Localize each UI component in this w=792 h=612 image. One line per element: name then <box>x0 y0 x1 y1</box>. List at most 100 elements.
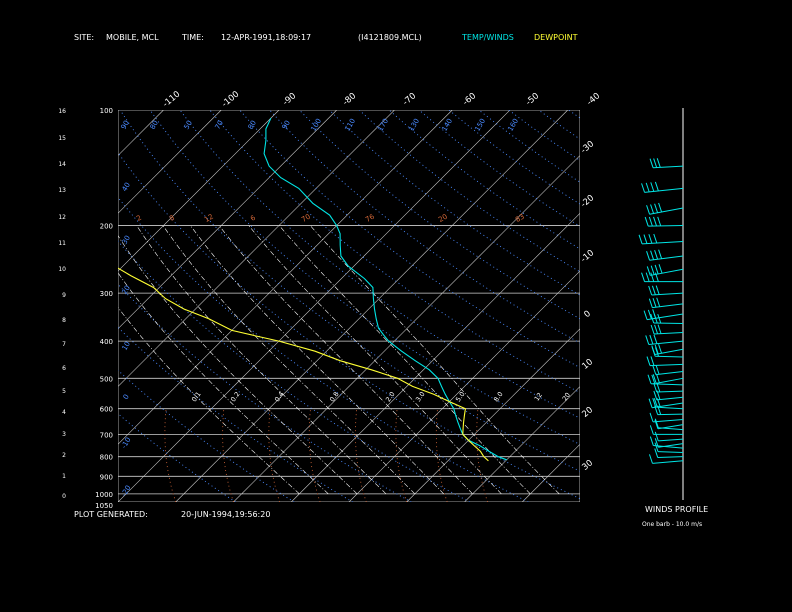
dry-adiabat-label: 80 <box>149 119 160 131</box>
isotherm-line <box>579 501 580 502</box>
dry-adiabat-line <box>328 110 580 296</box>
wind-barb-flag <box>649 334 654 345</box>
wind-barb-flag <box>650 356 655 366</box>
moist-adiabat-line <box>190 225 445 495</box>
moist-adiabat-line <box>218 225 473 495</box>
wind-barb-flag <box>649 425 654 435</box>
isotherm-right-label: -30 <box>579 139 596 156</box>
wind-barb-flag <box>653 158 658 168</box>
isotherm-right-label: 20 <box>580 405 595 420</box>
left-axis-tick: 2 <box>62 452 66 459</box>
dry-adiabat-line <box>118 151 580 500</box>
wind-barb-flag <box>645 182 650 193</box>
wind-barb-flag <box>648 454 653 464</box>
wind-barb-flag <box>654 448 659 458</box>
legend-temp: TEMP/WINDS <box>462 33 514 42</box>
mixing-ratio-line <box>268 408 281 502</box>
wind-barb-shaft <box>658 438 684 442</box>
dry-adiabat-left-label: 0 <box>122 393 131 401</box>
wind-barb-flag <box>648 298 653 308</box>
wind-barb-shaft <box>653 165 684 169</box>
moist-adiabat-label: 0.4 <box>273 390 285 403</box>
time-label: TIME: <box>182 33 204 42</box>
dry-adiabat-left-label: 40 <box>121 181 132 193</box>
wind-barb-shaft <box>657 456 684 459</box>
dry-adiabat-label: 50 <box>183 119 194 131</box>
moist-adiabat-label: 8.0 <box>492 390 504 403</box>
wind-barb-shaft <box>656 377 684 384</box>
plot-generated-label: PLOT GENERATED: <box>74 510 148 519</box>
wind-barb-flag <box>654 344 659 355</box>
isotherm-line <box>464 386 580 502</box>
wind-barb-flag <box>647 309 652 320</box>
dry-adiabat-label: 100 <box>309 117 323 133</box>
dry-adiabat-line <box>118 326 353 502</box>
wind-barb-flag <box>654 418 659 428</box>
dry-adiabat-label: 90 <box>281 119 292 131</box>
wind-barb-shaft <box>655 371 684 376</box>
isotherm-line <box>118 110 453 445</box>
moist-adiabat-line <box>118 306 300 495</box>
left-axis-tick: 9 <box>62 292 66 299</box>
wind-barb-flag <box>658 344 663 354</box>
wind-barb-flag <box>658 202 663 213</box>
wind-barb-shaft <box>642 240 684 245</box>
pressure-tick-label: 900 <box>100 473 113 481</box>
mixing-ratio-line <box>476 408 488 502</box>
wind-barb-shaft <box>646 313 684 321</box>
dry-adiabat-line <box>118 413 236 502</box>
pressure-tick-label: 800 <box>100 454 113 462</box>
wind-barb-flag <box>650 182 655 192</box>
left-axis-tick: 16 <box>58 108 66 115</box>
pressure-tick-label: 1000 <box>95 491 113 499</box>
wind-barb-flag <box>654 431 659 442</box>
pressure-tick-label: 1050 <box>95 502 113 510</box>
left-axis-tick: 8 <box>62 317 66 324</box>
wind-barb-shaft <box>651 292 684 296</box>
left-axis-tick: 0 <box>62 493 66 500</box>
pressure-tick-label: 200 <box>100 223 113 231</box>
wind-barb-shaft <box>658 443 684 448</box>
dry-adiabat-left-label: 10 <box>121 340 132 352</box>
mixing-ratio-label: 83 <box>514 213 526 224</box>
moist-adiabat-label: 20 <box>561 391 572 402</box>
wind-barb-shaft <box>650 383 684 386</box>
left-axis-tick: 4 <box>62 409 66 416</box>
mixing-ratio-label: 6 <box>249 213 257 222</box>
moist-adiabat-line <box>162 225 416 495</box>
wind-barb-shaft <box>654 332 684 335</box>
wind-barb-shaft <box>652 418 684 423</box>
wind-barb-flag <box>655 285 660 295</box>
left-axis-tick: 1 <box>62 473 66 480</box>
legend-dewpoint: DEWPOINT <box>534 33 578 42</box>
wind-barb-flag <box>652 365 657 375</box>
moist-adiabat-label: 3.0 <box>414 390 426 403</box>
wind-barb-flag <box>654 250 659 260</box>
dry-adiabat-line <box>209 110 580 394</box>
dry-adiabat-label: 170 <box>376 117 390 133</box>
wind-barb-flag <box>641 183 646 193</box>
site-value: MOBILE, MCL <box>106 33 159 42</box>
isotherm-right-label: 30 <box>580 458 595 473</box>
isotherm-top-label: -110 <box>161 89 182 109</box>
pressure-tick-label: 500 <box>100 375 113 383</box>
isotherm-right-label: -20 <box>579 193 596 210</box>
mixing-ratio-label: 70 <box>300 213 312 224</box>
wind-barb-shaft <box>653 322 684 325</box>
moist-adiabat-label: 0.2 <box>229 390 241 403</box>
mixing-ratio-line <box>435 408 448 502</box>
wind-barb-flag <box>657 324 662 334</box>
wind-barb-flag <box>645 335 650 345</box>
wind-barb-shaft <box>649 255 684 261</box>
wind-barb-flag <box>650 272 655 282</box>
isotherm-line <box>118 110 395 387</box>
moist-adiabat-line <box>118 235 358 495</box>
temperature-profile <box>263 117 507 461</box>
isotherm-line <box>406 328 580 502</box>
wind-barb-flag <box>641 272 646 282</box>
pressure-tick-label: 400 <box>100 338 113 346</box>
wind-barb-flag <box>651 345 656 355</box>
wind-barb-flag <box>643 310 648 320</box>
left-axis-tick: 12 <box>58 214 66 221</box>
wind-barb-flag <box>657 216 662 227</box>
